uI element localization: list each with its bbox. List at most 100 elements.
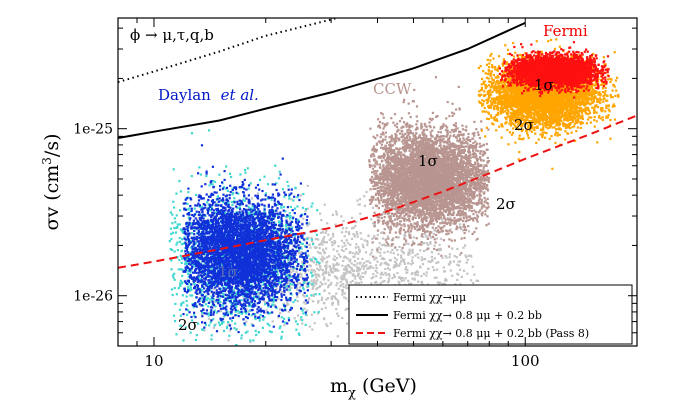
gray-point — [361, 272, 364, 275]
daylan-dark-point — [291, 209, 294, 212]
daylan-light-point — [190, 268, 193, 271]
daylan-dark-point — [236, 200, 239, 203]
gray-point — [327, 286, 330, 289]
daylan-dark-point — [305, 273, 308, 276]
daylan-light-point — [176, 226, 179, 229]
gray-point — [366, 240, 369, 243]
gray-point — [328, 292, 331, 295]
daylan-light-point — [242, 294, 245, 297]
gray-point — [401, 276, 404, 280]
daylan-light-point — [311, 274, 314, 277]
gray-point — [396, 249, 399, 252]
daylan-dark-point — [186, 228, 189, 231]
gray-point — [454, 283, 457, 286]
daylan-dark-point — [284, 238, 287, 241]
gray-point — [405, 266, 408, 269]
gray-point — [417, 280, 420, 283]
daylan-light-point — [280, 316, 283, 319]
gray-point — [371, 248, 374, 251]
gray-point — [317, 312, 320, 315]
gray-point — [311, 328, 314, 331]
gray-point — [426, 242, 429, 245]
gray-point — [403, 262, 407, 265]
gray-point — [337, 245, 340, 248]
gray-point — [312, 279, 315, 282]
gray-point — [334, 223, 337, 226]
daylan-light-point — [174, 221, 177, 224]
daylan-dark-point — [306, 289, 309, 292]
daylan-light-point — [244, 324, 247, 327]
gray-point — [384, 267, 387, 271]
daylan-light-point — [295, 328, 298, 331]
daylan-light-point — [301, 308, 304, 311]
gray-point — [427, 267, 430, 270]
gray-point — [376, 260, 379, 263]
gray-point — [300, 273, 303, 276]
gray-point — [295, 287, 298, 290]
gray-point — [322, 239, 325, 242]
daylan-dark-point — [217, 200, 220, 203]
daylan-dark-point — [286, 214, 289, 217]
gray-point — [379, 282, 382, 285]
gray-point — [347, 242, 350, 245]
daylan-dark-point — [213, 234, 216, 237]
gray-point — [340, 231, 344, 234]
gray-point — [287, 303, 290, 306]
daylan-light-point — [289, 283, 292, 286]
daylan-light-point — [195, 334, 198, 337]
gray-point — [286, 226, 289, 229]
daylan-dark-point — [231, 189, 234, 192]
daylan-light-point — [276, 246, 279, 249]
daylan-light-point — [182, 242, 185, 245]
gray-point — [400, 256, 403, 260]
daylan-light-point — [211, 250, 214, 253]
daylan-light-point — [170, 268, 173, 271]
daylan-dark-point — [290, 278, 294, 281]
daylan-dark-point — [190, 225, 193, 228]
daylan-light-point — [301, 242, 304, 245]
gray-point — [286, 216, 289, 219]
daylan-light-point — [221, 264, 224, 267]
gray-point — [363, 204, 366, 207]
gray-point — [330, 281, 333, 284]
gray-point — [228, 329, 232, 332]
gray-point — [404, 277, 407, 280]
gray-point — [431, 259, 434, 262]
daylan-light-point — [235, 210, 238, 214]
gray-point — [310, 268, 313, 271]
daylan-dark-point — [245, 218, 248, 221]
daylan-light-point — [231, 187, 234, 190]
daylan-dark-point — [200, 144, 204, 147]
daylan-light-point — [194, 338, 197, 341]
daylan-light-point — [285, 274, 288, 277]
gray-point — [462, 229, 465, 232]
daylan-light-point — [288, 195, 291, 198]
gray-point — [397, 236, 400, 239]
daylan-dark-point — [196, 232, 199, 235]
daylan-light-point — [226, 189, 229, 192]
gray-point — [441, 256, 444, 259]
daylan-light-point — [173, 278, 176, 281]
daylan-light-point — [300, 247, 303, 250]
daylan-light-point — [209, 283, 212, 286]
daylan-dark-point — [273, 227, 277, 230]
daylan-dark-point — [221, 197, 225, 200]
gray-point — [341, 245, 344, 248]
gray-point — [386, 250, 389, 253]
gray-point — [355, 269, 358, 272]
gray-point — [452, 260, 455, 263]
daylan-dark-point — [202, 203, 205, 206]
daylan-light-point — [296, 277, 299, 280]
daylan-light-point — [231, 203, 234, 207]
daylan-dark-point — [272, 225, 275, 228]
gray-point — [244, 282, 247, 285]
gray-point — [329, 322, 332, 325]
daylan-dark-point — [277, 201, 280, 204]
daylan-light-point — [201, 311, 204, 314]
daylan-light-point — [311, 283, 314, 286]
daylan-light-point — [176, 223, 179, 226]
daylan-dark-point — [285, 221, 288, 224]
daylan-dark-point — [291, 230, 294, 233]
gray-point — [470, 255, 473, 258]
gray-point — [391, 248, 394, 252]
